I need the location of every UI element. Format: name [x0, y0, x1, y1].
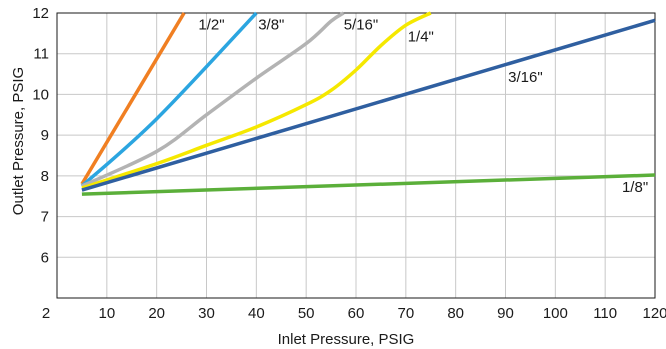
- x-axis-title: Inlet Pressure, PSIG: [278, 331, 415, 348]
- series-label-3: 1/4": [408, 29, 434, 46]
- series-line-3: [81, 11, 432, 190]
- x-tick-label-30: 30: [198, 305, 215, 322]
- x-tick-label-110: 110: [593, 305, 617, 322]
- series-line-5: [81, 173, 656, 196]
- y-tick-label-11: 11: [33, 46, 49, 63]
- x-tick-label-80: 80: [447, 305, 464, 322]
- y-tick-label-8: 8: [41, 168, 49, 185]
- plot-border: [56, 12, 656, 299]
- series-line-0: [80, 12, 186, 185]
- series-lines: [80, 11, 656, 196]
- y-tick-label-10: 10: [32, 86, 49, 103]
- series-labels: 1/2" 3/8" 5/16" 1/4" 3/16" 1/8": [198, 16, 648, 196]
- x-tick-label-10: 10: [98, 305, 115, 322]
- plot-frame: [56, 12, 656, 299]
- series-label-5: 1/8": [622, 179, 648, 196]
- x-tick-label-40: 40: [248, 305, 265, 322]
- origin-tick-label: 2: [42, 305, 50, 322]
- x-tick-label-70: 70: [397, 305, 414, 322]
- y-axis-title: Outlet Pressure, PSIG: [10, 67, 27, 215]
- x-tick-label-50: 50: [298, 305, 315, 322]
- y-tick-label-7: 7: [41, 209, 49, 226]
- x-tick-label-120: 120: [642, 305, 666, 322]
- series-label-0: 1/2": [198, 16, 224, 33]
- series-line-2: [81, 11, 345, 188]
- x-tick-label-90: 90: [497, 305, 514, 322]
- x-tick-label-100: 100: [543, 305, 568, 322]
- y-tick-label-12: 12: [32, 5, 49, 22]
- tick-labels: 10 20 30 40 50 60 70 80 90 100 110 120 6 7 8 9 10 11 12: [32, 5, 666, 322]
- y-tick-label-6: 6: [41, 249, 49, 266]
- y-tick-label-9: 9: [41, 127, 49, 144]
- series-label-4: 3/16": [508, 69, 543, 86]
- series-line-1: [80, 11, 258, 188]
- x-tick-label-60: 60: [348, 305, 365, 322]
- series-label-1: 3/8": [258, 16, 284, 33]
- series-label-2: 5/16": [344, 16, 379, 33]
- x-tick-label-20: 20: [148, 305, 165, 322]
- series-line-4: [81, 18, 656, 192]
